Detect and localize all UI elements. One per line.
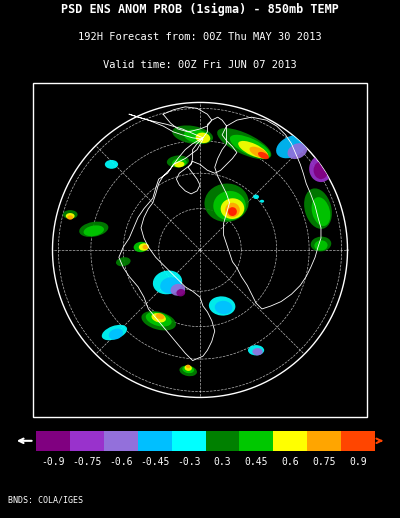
Ellipse shape — [160, 277, 181, 294]
Ellipse shape — [63, 210, 78, 219]
Ellipse shape — [311, 237, 331, 251]
Ellipse shape — [170, 284, 185, 296]
Ellipse shape — [172, 125, 213, 145]
Ellipse shape — [146, 312, 172, 326]
Ellipse shape — [288, 143, 307, 159]
Ellipse shape — [253, 195, 259, 199]
Ellipse shape — [134, 242, 148, 252]
Text: 0.6: 0.6 — [281, 457, 299, 467]
Ellipse shape — [314, 162, 328, 179]
Bar — [70, 431, 104, 451]
Ellipse shape — [109, 328, 123, 339]
Ellipse shape — [252, 348, 263, 355]
Ellipse shape — [180, 366, 197, 376]
Ellipse shape — [314, 240, 328, 251]
Bar — [341, 431, 375, 451]
Ellipse shape — [309, 155, 333, 182]
Ellipse shape — [228, 207, 237, 216]
Ellipse shape — [172, 159, 187, 167]
Ellipse shape — [66, 213, 75, 219]
Ellipse shape — [167, 155, 189, 167]
Ellipse shape — [116, 257, 130, 266]
Bar — [138, 431, 172, 451]
Bar — [104, 431, 138, 451]
Ellipse shape — [196, 133, 210, 143]
Text: -0.6: -0.6 — [109, 457, 133, 467]
Ellipse shape — [186, 365, 190, 368]
Ellipse shape — [67, 215, 73, 220]
Ellipse shape — [209, 296, 235, 315]
Ellipse shape — [258, 152, 269, 159]
Ellipse shape — [213, 191, 246, 221]
Ellipse shape — [184, 365, 192, 371]
Ellipse shape — [139, 243, 149, 251]
Text: 0.45: 0.45 — [245, 457, 268, 467]
Ellipse shape — [102, 325, 127, 340]
Ellipse shape — [260, 200, 264, 203]
Text: 0.9: 0.9 — [349, 457, 367, 467]
Text: -0.75: -0.75 — [72, 457, 102, 467]
Ellipse shape — [217, 128, 271, 160]
Text: Valid time: 00Z Fri JUN 07 2013: Valid time: 00Z Fri JUN 07 2013 — [103, 60, 297, 70]
Ellipse shape — [221, 198, 244, 219]
Ellipse shape — [276, 135, 307, 159]
Ellipse shape — [204, 183, 249, 222]
Ellipse shape — [79, 222, 108, 237]
Text: -0.45: -0.45 — [140, 457, 170, 467]
Ellipse shape — [176, 289, 185, 296]
Ellipse shape — [153, 270, 182, 294]
Ellipse shape — [142, 311, 176, 330]
Bar — [172, 431, 206, 451]
Text: -0.3: -0.3 — [177, 457, 200, 467]
Ellipse shape — [156, 313, 164, 320]
Text: 0.75: 0.75 — [312, 457, 336, 467]
Bar — [206, 431, 240, 451]
Text: -0.9: -0.9 — [42, 457, 65, 467]
Bar — [240, 431, 273, 451]
Ellipse shape — [152, 313, 166, 323]
Text: 192H Forecast from: 00Z Thu MAY 30 2013: 192H Forecast from: 00Z Thu MAY 30 2013 — [78, 32, 322, 42]
Bar — [36, 431, 70, 451]
Ellipse shape — [238, 141, 268, 159]
Text: PSD ENS ANOM PROB (1sigma) - 850mb TEMP: PSD ENS ANOM PROB (1sigma) - 850mb TEMP — [61, 3, 339, 16]
Ellipse shape — [182, 366, 194, 373]
Ellipse shape — [250, 147, 268, 159]
Ellipse shape — [215, 301, 232, 314]
Ellipse shape — [184, 130, 210, 143]
Text: BNDS: COLA/IGES: BNDS: COLA/IGES — [8, 495, 83, 505]
Ellipse shape — [230, 135, 270, 159]
Bar — [307, 431, 341, 451]
Ellipse shape — [225, 203, 240, 218]
Ellipse shape — [142, 245, 148, 249]
Ellipse shape — [248, 345, 264, 355]
Bar — [273, 431, 307, 451]
Text: 0.3: 0.3 — [214, 457, 231, 467]
Ellipse shape — [105, 160, 118, 169]
Ellipse shape — [304, 189, 332, 229]
Ellipse shape — [312, 197, 330, 226]
Ellipse shape — [84, 225, 104, 236]
Ellipse shape — [174, 162, 184, 167]
